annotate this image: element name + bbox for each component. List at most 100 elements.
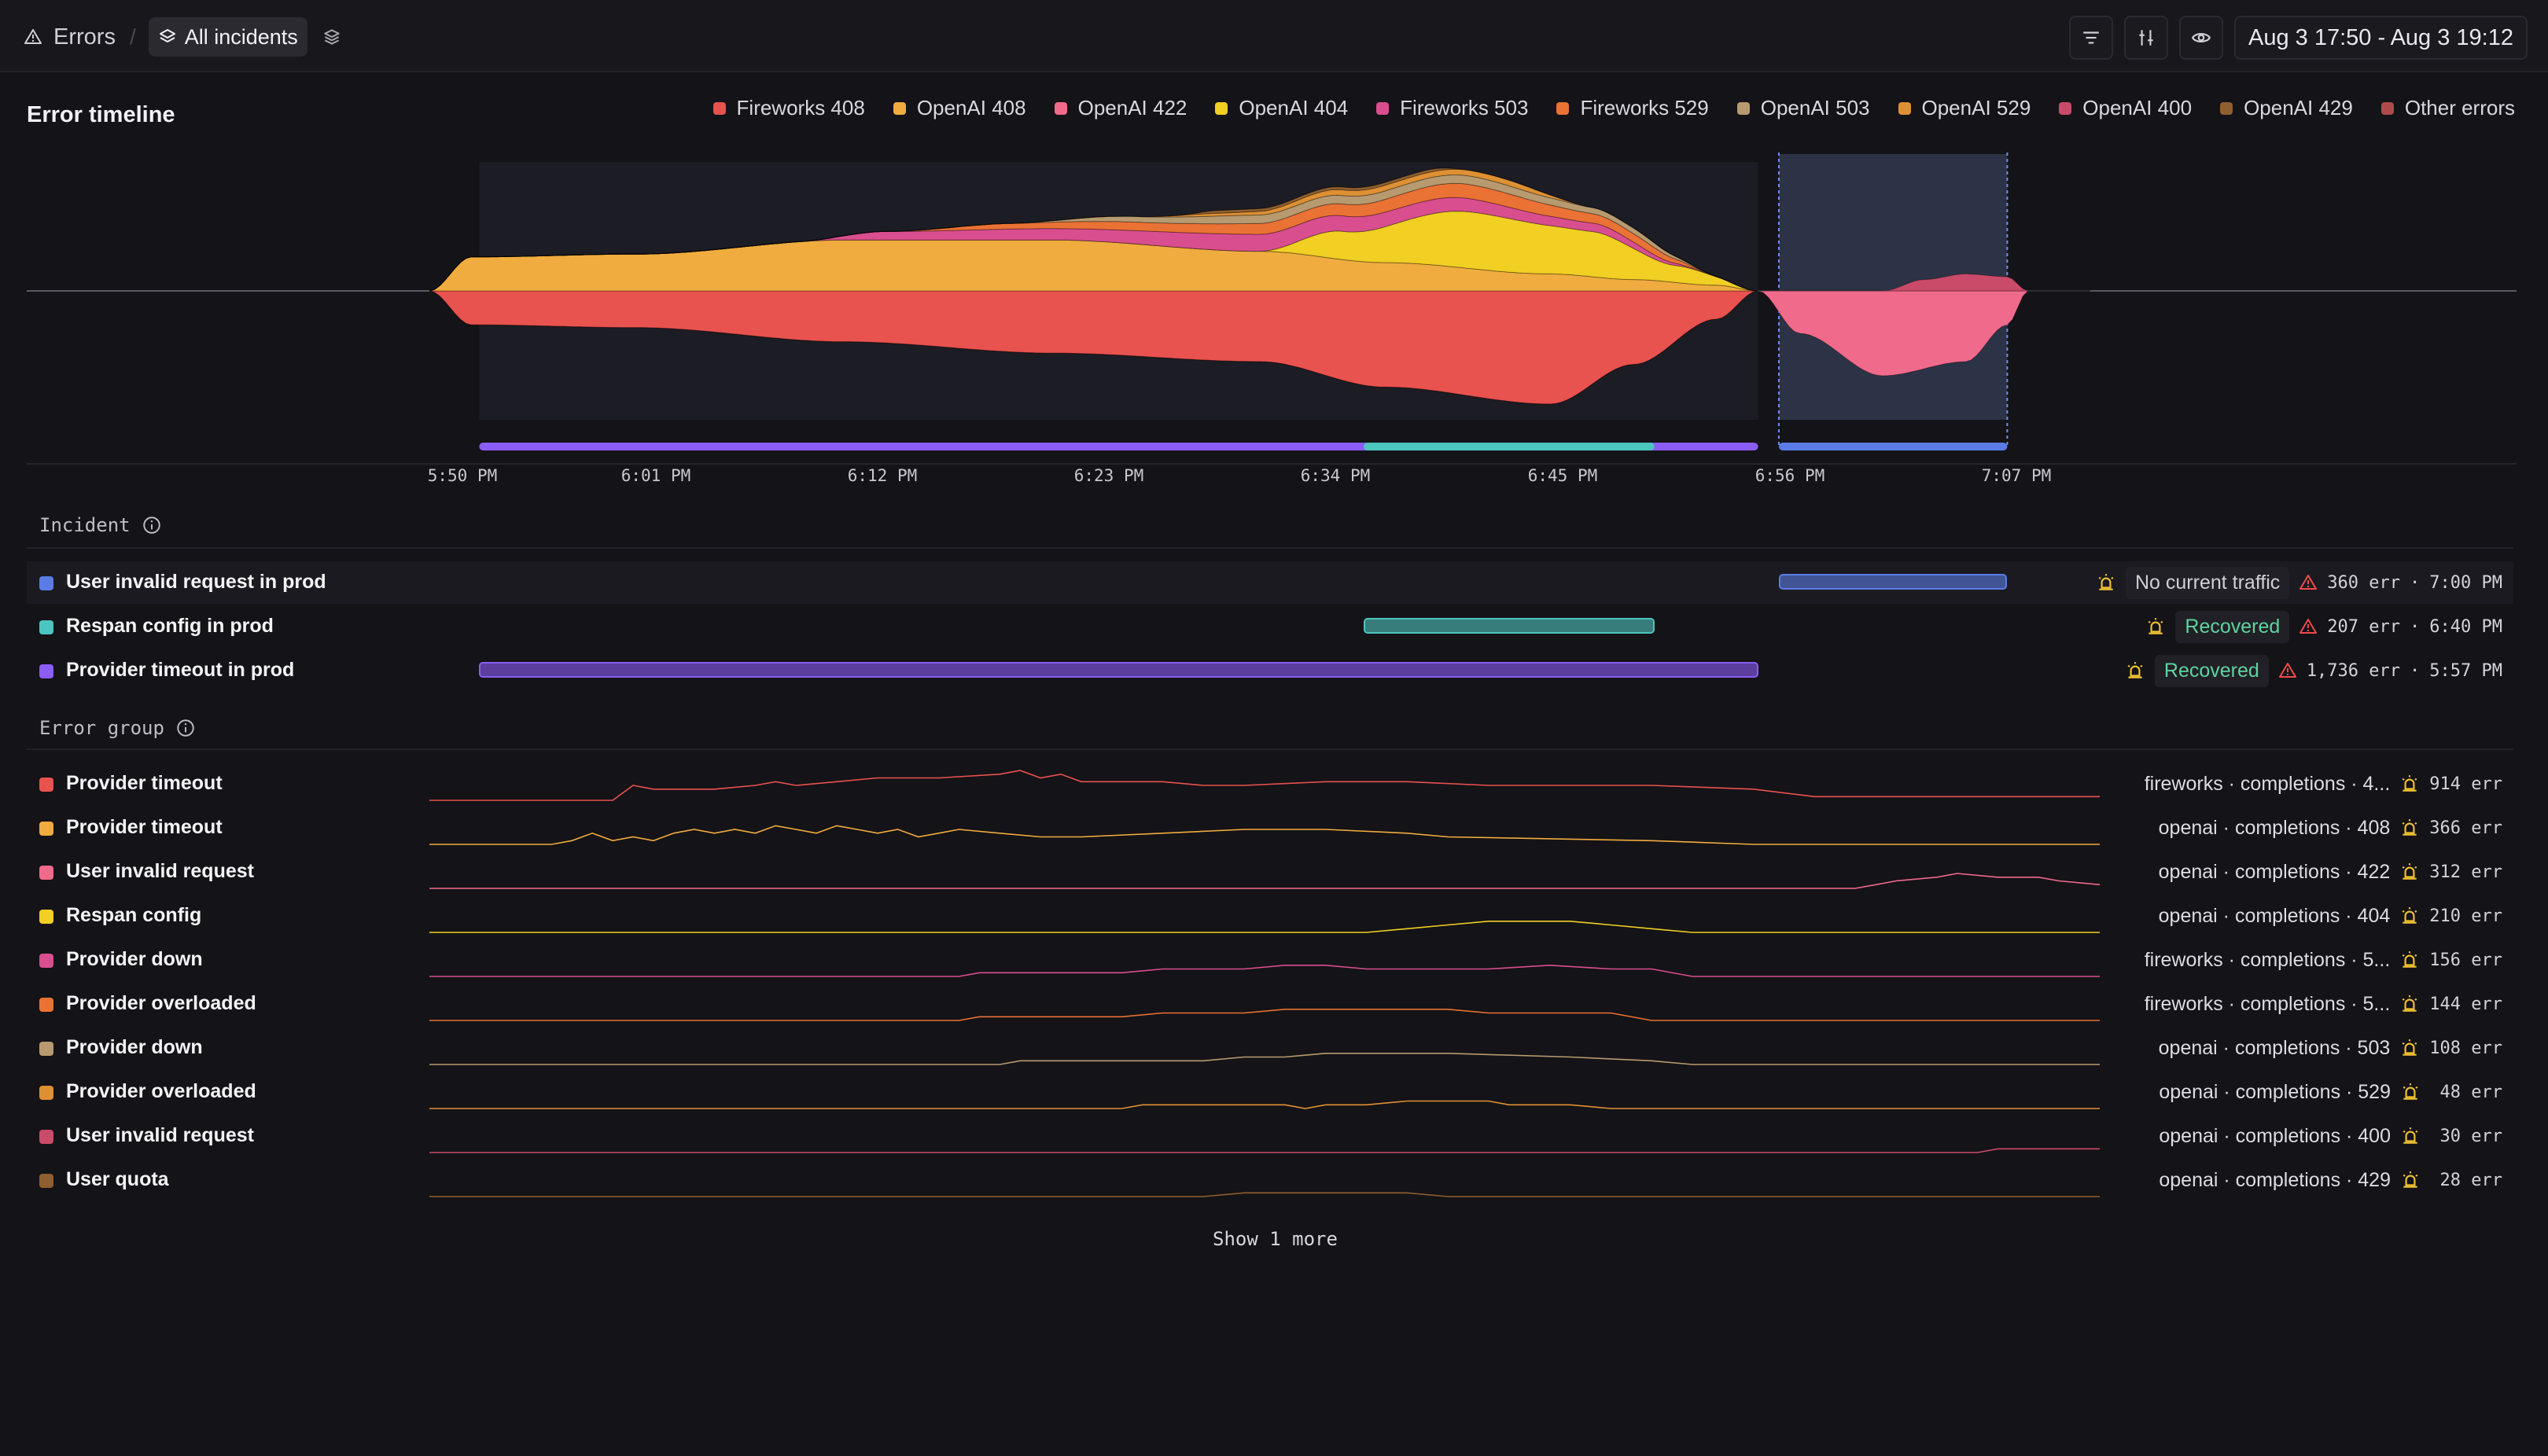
time-range-picker[interactable]: Aug 3 17:50 - Aug 3 19:12: [2234, 16, 2528, 60]
error-group-row[interactable]: User invalid request openai · completions…: [27, 851, 2513, 893]
legend-label: OpenAI 408: [916, 96, 1026, 119]
legend-item[interactable]: Fireworks 503: [1376, 96, 1528, 120]
incident-row[interactable]: Respan config in prod Recovered 207 err · 6:…: [27, 605, 2513, 648]
all-incidents-button[interactable]: All incidents: [148, 17, 307, 57]
error-group-swatch: [39, 822, 53, 836]
area-series-fireworks-529[interactable]: [429, 182, 2090, 292]
error-group-row[interactable]: Provider overloaded openai · completions …: [27, 1071, 2513, 1113]
error-group-name: Provider timeout: [66, 772, 223, 794]
incident-color-swatch: [39, 576, 53, 590]
legend-swatch: [2059, 101, 2072, 115]
legend-label: OpenAI 529: [1921, 96, 2031, 119]
error-timeline-chart[interactable]: 5:50 PM 6:01 PM 6:12 PM 6:23 PM 6:34 PM 6:45 …: [0, 142, 2548, 511]
error-group-name: User invalid request: [66, 1124, 254, 1146]
x-tick-label: 6:23 PM: [1074, 466, 1144, 485]
legend-item[interactable]: OpenAI 503: [1736, 96, 1870, 120]
error-group-sparkline: [429, 1192, 2100, 1197]
error-group-count: 210 err: [2429, 906, 2502, 926]
error-group-row[interactable]: User invalid request openai · completions…: [27, 1115, 2513, 1157]
alarm-icon[interactable]: [2400, 1126, 2421, 1146]
legend-swatch: [2380, 101, 2394, 115]
area-series-openai-400[interactable]: [429, 167, 2090, 292]
legend-item[interactable]: OpenAI 429: [2220, 96, 2353, 120]
incident-name: User invalid request in prod: [66, 571, 326, 593]
legend-item[interactable]: Other errors: [2380, 96, 2515, 120]
error-group-name: Provider down: [66, 1036, 203, 1058]
adjust-icon: [2139, 30, 2153, 46]
legend-item[interactable]: OpenAI 529: [1898, 96, 2031, 120]
error-group-name: User quota: [66, 1168, 169, 1190]
info-icon[interactable]: [175, 718, 196, 738]
incident-timeline-bar[interactable]: [1779, 574, 2008, 590]
alarm-icon[interactable]: [2400, 1082, 2421, 1102]
layers-stack-button[interactable]: [322, 27, 342, 47]
error-group-source: openai · completions · 503: [2158, 1036, 2391, 1059]
legend-swatch: [893, 101, 906, 115]
error-group-row[interactable]: Provider overloaded fireworks · completio…: [27, 983, 2513, 1025]
legend-swatch: [2220, 101, 2233, 115]
error-group-row[interactable]: User quota openai · completions · 429 28 e…: [27, 1159, 2513, 1201]
incident-label: Incident: [39, 514, 131, 536]
area-series-openai-529[interactable]: [429, 168, 2090, 292]
error-group-row[interactable]: Provider down openai · completions · 503 1…: [27, 1027, 2513, 1069]
error-group-swatch: [39, 1174, 53, 1188]
alarm-icon[interactable]: [2399, 994, 2420, 1014]
error-group-count: 108 err: [2429, 1038, 2502, 1058]
legend-item[interactable]: Fireworks 408: [712, 96, 865, 120]
layers-stack-icon: [324, 29, 340, 45]
error-group-row[interactable]: Provider timeout fireworks · completions …: [27, 763, 2513, 805]
info-icon[interactable]: [142, 515, 162, 535]
incident-section-label: Incident: [39, 514, 162, 536]
errors-breadcrumb[interactable]: Errors: [24, 24, 116, 50]
warning-icon: [2278, 663, 2296, 678]
alarm-icon[interactable]: [2399, 774, 2420, 794]
error-group-swatch: [39, 866, 53, 880]
error-group-name: Provider overloaded: [66, 992, 256, 1014]
incident-timeline-bar[interactable]: [479, 662, 1758, 678]
adjust-button[interactable]: [2124, 16, 2168, 60]
sparkline-path: [429, 1148, 2100, 1153]
alarm-icon: [2127, 662, 2143, 678]
legend-item[interactable]: OpenAI 408: [893, 96, 1026, 120]
show-more-button[interactable]: Show 1 more: [1213, 1228, 1338, 1250]
error-group-row[interactable]: Provider down fireworks · completions · 5…: [27, 939, 2513, 981]
incident-timeline-bar[interactable]: [1364, 618, 1655, 634]
alarm-icon[interactable]: [2399, 950, 2420, 970]
area-series-openai-422[interactable]: [429, 290, 2090, 405]
legend-item[interactable]: Fireworks 529: [1556, 96, 1709, 120]
errors-label: Errors: [53, 24, 116, 50]
error-group-name: Provider down: [66, 948, 203, 970]
sparkline-path: [429, 825, 2100, 845]
sparkline-path: [429, 920, 2100, 933]
sparkline-path: [429, 1192, 2100, 1197]
area-series-openai-503[interactable]: [429, 175, 2090, 292]
visibility-button[interactable]: [2179, 16, 2223, 60]
alarm-icon[interactable]: [2399, 906, 2420, 926]
error-group-swatch: [39, 1086, 53, 1100]
incident-error-count: 207 err: [2327, 616, 2401, 637]
alarm-icon[interactable]: [2399, 1038, 2420, 1058]
error-group-source: openai · completions · 404: [2158, 904, 2391, 927]
error-group-sparkline: [429, 1148, 2100, 1153]
incident-band[interactable]: [1364, 443, 1655, 450]
alarm-icon[interactable]: [2399, 862, 2420, 882]
incident-row[interactable]: User invalid request in prod No current t…: [27, 561, 2513, 604]
legend-item[interactable]: OpenAI 404: [1215, 96, 1348, 120]
error-group-row[interactable]: Provider timeout openai · completions · 4…: [27, 807, 2513, 849]
error-group-name: Provider timeout: [66, 816, 223, 838]
chart-legend: Fireworks 408 OpenAI 408 OpenAI 422 OpenAI …: [712, 96, 2515, 120]
alarm-icon[interactable]: [2399, 818, 2420, 838]
legend-item[interactable]: OpenAI 400: [2059, 96, 2192, 120]
sparkline-path: [429, 873, 2101, 889]
legend-item[interactable]: OpenAI 422: [1054, 96, 1187, 120]
area-series-openai-429[interactable]: [429, 167, 2090, 292]
alarm-icon[interactable]: [2400, 1170, 2421, 1190]
incident-row[interactable]: Provider timeout in prod Recovered 1,736 e…: [27, 649, 2513, 692]
incident-start-time: 6:40 PM: [2429, 616, 2502, 637]
sparkline-path: [429, 1100, 2100, 1109]
sparkline-path: [429, 1008, 2100, 1021]
filter-button[interactable]: [2069, 16, 2113, 60]
incident-band[interactable]: [1779, 443, 2008, 450]
timeline-title: Error timeline: [27, 102, 175, 127]
error-group-row[interactable]: Respan config openai · completions · 404 2…: [27, 895, 2513, 937]
